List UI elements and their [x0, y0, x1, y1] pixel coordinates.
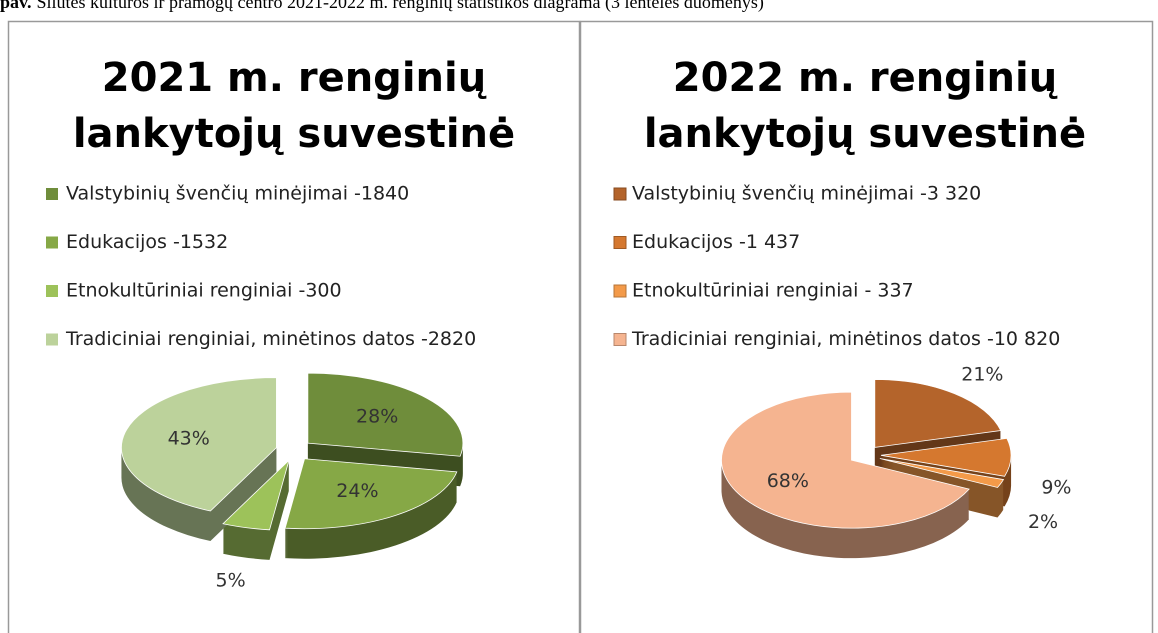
data-label: 24%	[336, 480, 378, 502]
legend-marker	[46, 236, 58, 249]
data-label: 5%	[216, 570, 246, 592]
legend-label: Valstybinių švenčių minėjimai -1840	[66, 183, 409, 205]
data-label: 68%	[767, 470, 809, 492]
legend-marker	[613, 236, 627, 249]
slice	[874, 379, 1002, 448]
chart-title: 2022 m. renginių	[673, 55, 1058, 101]
legend-label: Valstybinių švenčių minėjimai -3 320	[632, 183, 981, 205]
caption-text: Šilutės kultūros ir pramogų centro 2021-…	[37, 0, 764, 13]
legend-marker	[613, 187, 627, 201]
legend-label: Tradiciniai renginiai, minėtinos datos -…	[631, 328, 1060, 350]
slice	[721, 391, 970, 529]
slice	[307, 372, 464, 457]
panel-border	[579, 20, 1154, 633]
data-label: 28%	[356, 406, 398, 428]
caption-label: pav.	[0, 0, 32, 12]
data-label: 21%	[961, 363, 1003, 385]
slice	[284, 458, 458, 530]
legend-marker	[613, 333, 627, 346]
slice	[222, 459, 290, 531]
legend-marker	[46, 285, 58, 297]
panel-border	[7, 20, 581, 633]
legend-marker	[46, 333, 58, 346]
legend-marker	[46, 188, 58, 200]
data-label: 2%	[1028, 511, 1058, 533]
slice	[880, 437, 1012, 477]
data-label: 43%	[168, 427, 210, 449]
legend-label: Etnokultūriniai renginiai - 337	[632, 280, 914, 302]
legend-label: Edukacijos -1532	[66, 231, 228, 253]
legend-label: Edukacijos -1 437	[632, 231, 800, 253]
slice	[121, 377, 277, 512]
legend-label: Etnokultūriniai renginiai -300	[66, 280, 342, 302]
chart-title: 2021 m. renginių	[102, 55, 487, 101]
data-label: 9%	[1041, 477, 1071, 499]
chart-title: lankytojų suvestinė	[644, 111, 1086, 157]
chart-title: lankytojų suvestinė	[73, 111, 515, 157]
legend-marker	[613, 284, 627, 298]
slice	[879, 458, 1005, 488]
legend-label: Tradiciniai renginiai, minėtinos datos -…	[65, 328, 476, 350]
caption: pav. Šilutės kultūros ir pramogų centro 2…	[0, 0, 764, 13]
